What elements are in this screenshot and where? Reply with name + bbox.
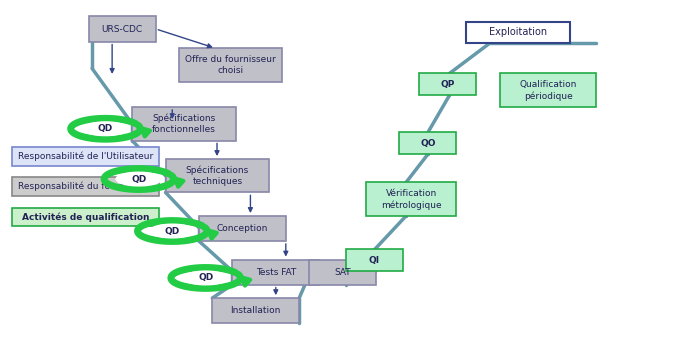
Text: QD: QD	[132, 174, 146, 184]
FancyBboxPatch shape	[309, 260, 376, 285]
Text: Qualification
périodique: Qualification périodique	[519, 80, 577, 101]
Text: SAT: SAT	[334, 268, 351, 276]
FancyBboxPatch shape	[132, 107, 236, 141]
Text: URS-CDC: URS-CDC	[102, 25, 142, 33]
FancyBboxPatch shape	[12, 147, 159, 166]
Text: Vérification
métrologique: Vérification métrologique	[381, 189, 441, 210]
FancyBboxPatch shape	[500, 73, 597, 107]
Text: Installation: Installation	[231, 306, 281, 315]
Text: Tests FAT: Tests FAT	[256, 268, 296, 276]
Text: QP: QP	[441, 80, 455, 89]
FancyBboxPatch shape	[199, 216, 286, 241]
Polygon shape	[150, 224, 195, 238]
FancyBboxPatch shape	[12, 208, 159, 226]
Text: Spécifications
techniques: Spécifications techniques	[186, 165, 249, 186]
FancyBboxPatch shape	[233, 260, 319, 285]
Text: QI: QI	[369, 256, 380, 265]
Text: QO: QO	[420, 139, 435, 147]
Polygon shape	[83, 122, 128, 136]
Text: Responsabilité de l'Utilisateur: Responsabilité de l'Utilisateur	[18, 152, 153, 161]
Text: QD: QD	[165, 226, 180, 236]
Text: Spécifications
fonctionnelles: Spécifications fonctionnelles	[152, 114, 216, 134]
FancyBboxPatch shape	[179, 48, 283, 82]
FancyBboxPatch shape	[466, 22, 570, 43]
FancyBboxPatch shape	[399, 132, 456, 154]
Text: Offre du fournisseur
choisi: Offre du fournisseur choisi	[185, 55, 276, 75]
FancyBboxPatch shape	[366, 183, 456, 216]
FancyBboxPatch shape	[346, 249, 403, 271]
Text: Conception: Conception	[217, 224, 268, 233]
FancyBboxPatch shape	[212, 298, 299, 323]
Text: QD: QD	[198, 273, 214, 283]
Text: QD: QD	[98, 124, 113, 133]
Polygon shape	[183, 271, 228, 285]
FancyBboxPatch shape	[165, 159, 269, 192]
FancyBboxPatch shape	[420, 73, 476, 95]
Polygon shape	[116, 172, 161, 186]
FancyBboxPatch shape	[89, 17, 155, 42]
Text: Exploitation: Exploitation	[489, 27, 547, 38]
FancyBboxPatch shape	[12, 177, 159, 196]
Text: Activités de qualification: Activités de qualification	[22, 212, 149, 221]
Text: Responsabilité du fournisseur: Responsabilité du fournisseur	[18, 182, 153, 191]
